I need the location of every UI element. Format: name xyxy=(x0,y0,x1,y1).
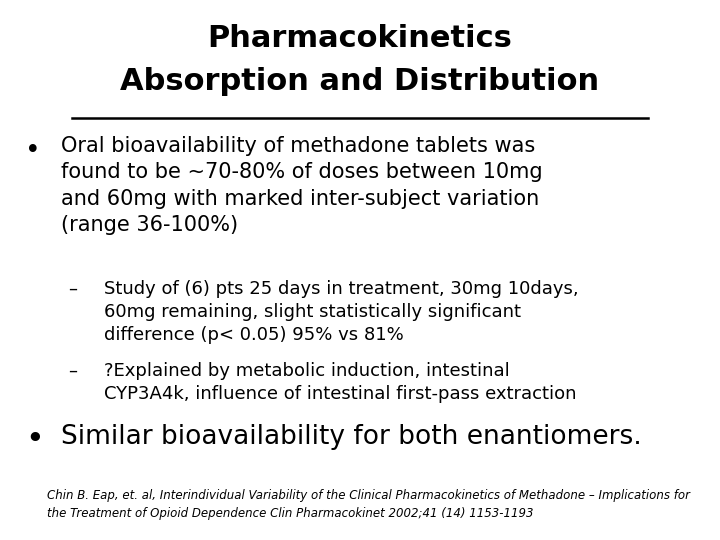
Text: Chin B. Eap, et. al, Interindividual Variability of the Clinical Pharmacokinetic: Chin B. Eap, et. al, Interindividual Var… xyxy=(47,489,690,519)
Text: –: – xyxy=(68,280,78,298)
Text: •: • xyxy=(25,138,41,164)
Text: Pharmacokinetics: Pharmacokinetics xyxy=(207,24,513,53)
Text: Absorption and Distribution: Absorption and Distribution xyxy=(120,68,600,97)
Text: Oral bioavailability of methadone tablets was
found to be ~70-80% of doses betwe: Oral bioavailability of methadone tablet… xyxy=(61,136,543,235)
Text: •: • xyxy=(25,424,44,455)
Text: Similar bioavailability for both enantiomers.: Similar bioavailability for both enantio… xyxy=(61,424,642,450)
Text: –: – xyxy=(68,362,78,380)
Text: ?Explained by metabolic induction, intestinal
CYP3A4k, influence of intestinal f: ?Explained by metabolic induction, intes… xyxy=(104,362,577,403)
Text: Study of (6) pts 25 days in treatment, 30mg 10days,
60mg remaining, slight stati: Study of (6) pts 25 days in treatment, 3… xyxy=(104,280,579,345)
